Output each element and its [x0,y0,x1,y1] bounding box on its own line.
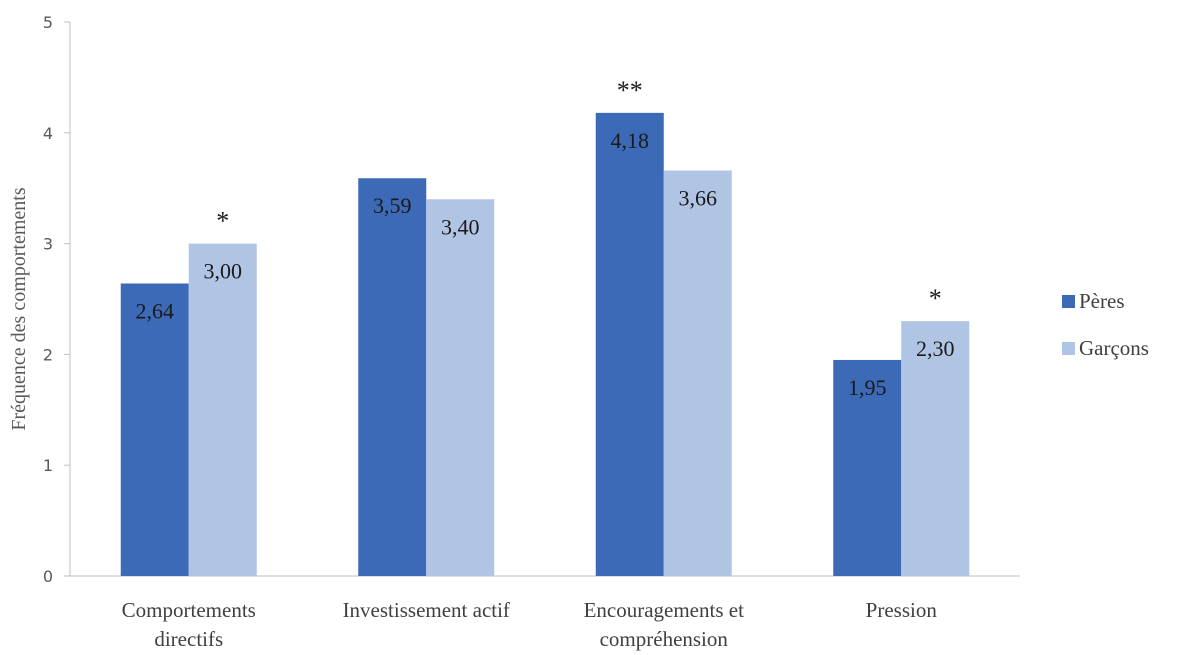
y-tick-label: 5 [43,13,53,32]
x-category-label: directifs [154,627,223,651]
y-axis-title-group: Fréquence des comportements [8,187,30,430]
y-tick-label: 1 [43,456,53,475]
bar-garons [663,170,732,577]
data-label: 3,40 [441,214,480,239]
y-tick-label: 2 [43,345,53,364]
bar-garons [901,321,970,576]
bar-pres [120,283,189,576]
legend: Pères Garçons [1062,289,1149,360]
legend-label: Garçons [1079,336,1149,360]
bars [120,112,970,577]
data-labels: 2,64 3,00 * 3,59 3,40 4,18 3,66 ** 1,95 2,30 * [136,76,955,400]
x-category-label: compréhension [600,627,729,651]
bar-garons [188,243,257,576]
data-label: 3,00 [204,259,243,284]
x-category-label: Encouragements et [584,598,745,622]
x-category-label: Pression [866,598,938,622]
data-label: 2,30 [916,336,955,361]
x-category-label: Comportements [122,598,256,622]
legend-label: Pères [1079,289,1125,313]
axes: 0 1 2 3 4 5 Comportements directifs Investisseme… [43,13,1020,651]
significance-marker: * [216,207,229,236]
significance-marker: ** [617,76,643,105]
bar-pres [595,112,664,576]
data-label: 3,66 [679,185,718,210]
x-category-label: Investissement actif [343,598,510,622]
bar-pres [833,359,902,576]
bar-pres [358,178,427,576]
y-tick-label: 4 [43,124,53,143]
data-label: 4,18 [611,128,650,153]
data-label: 2,64 [136,298,175,323]
y-tick-label: 0 [43,567,53,586]
bar-garons [426,199,495,576]
significance-marker: * [929,284,942,313]
data-label: 1,95 [848,375,887,400]
legend-swatch [1062,295,1075,308]
legend-swatch [1062,342,1075,355]
data-label: 3,59 [373,193,412,218]
y-tick-label: 3 [43,235,53,254]
y-axis-title: Fréquence des comportements [8,187,30,430]
